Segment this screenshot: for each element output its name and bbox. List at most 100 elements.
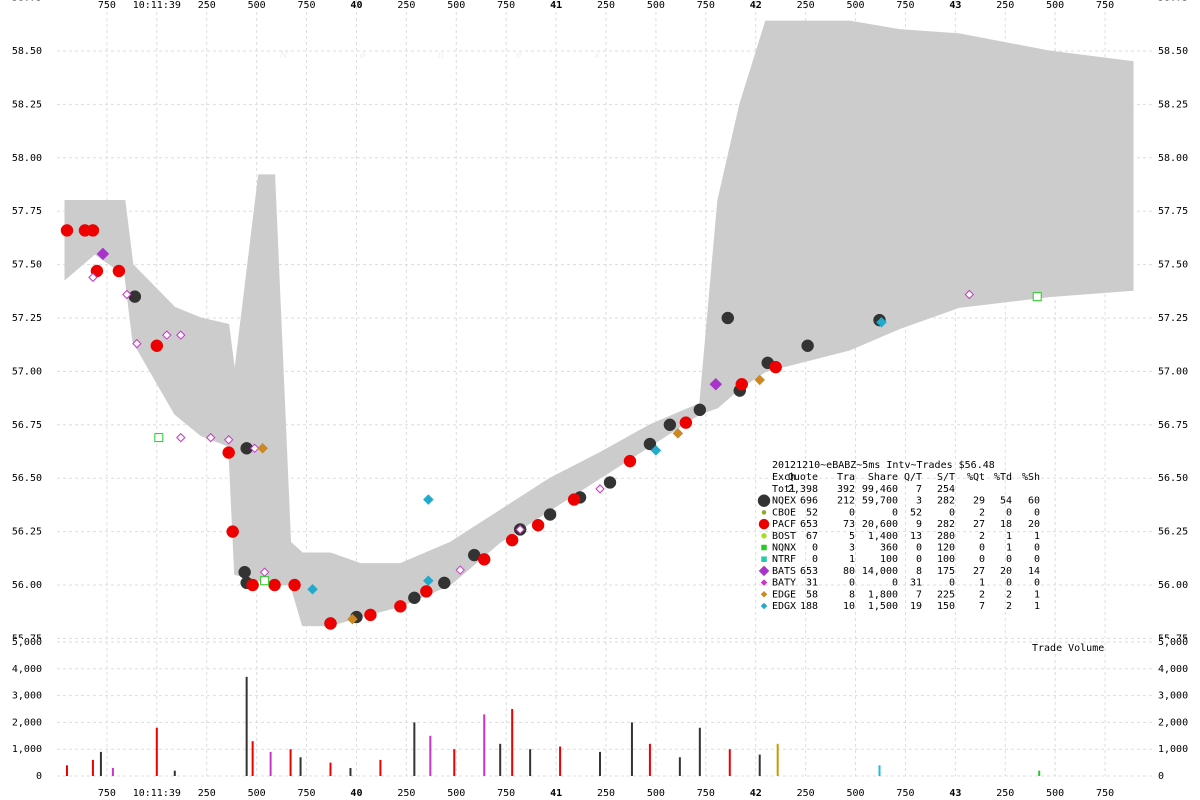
trade-marker [438, 576, 451, 590]
trade-marker [206, 432, 216, 443]
stats-cell: 653 [800, 566, 818, 577]
stats-cell: 1 [1034, 601, 1040, 612]
trade-marker [603, 476, 617, 489]
stats-cell: 3 [916, 496, 922, 507]
stats-cell: 0 [949, 507, 955, 518]
trade-marker [394, 600, 407, 613]
trade-marker [259, 567, 270, 577]
x-tick-label: 250 [597, 0, 615, 11]
trade-marker [876, 316, 887, 328]
y-tick-label: 57.50 [12, 260, 42, 271]
stats-cell: BATY [772, 578, 796, 589]
stats-cell: 100 [880, 554, 898, 565]
trade-marker [515, 524, 525, 535]
trade-marker [595, 484, 605, 494]
stats-cell: 0 [1034, 578, 1040, 589]
x-tick-label: 750 [98, 788, 116, 799]
y-tick-label-right: 56.50 [1158, 473, 1188, 484]
x-tick-label: 10:11:39 [133, 0, 181, 11]
stats-cell: NQNX [772, 543, 796, 554]
stats-cell: 2 [1006, 601, 1012, 612]
stats-cell: PACF [772, 519, 796, 530]
y-tick-label-right: 3,000 [1158, 691, 1188, 702]
volume-bar [251, 741, 254, 776]
y-tick-label-right: 56.25 [1158, 527, 1188, 538]
stats-cell: 1 [1006, 543, 1012, 554]
stats-cell: 27 [973, 519, 985, 530]
y-tick-label-right: 5,000 [1158, 637, 1188, 648]
stats-cell: 10 [843, 601, 855, 612]
trade-marker [543, 508, 557, 521]
x-tick-label: 500 [1046, 0, 1064, 11]
stats-cell: 5 [849, 531, 855, 542]
stats-cell: 13 [910, 531, 922, 542]
stats-cell: 0 [1006, 507, 1012, 518]
stats-header: S/T [937, 472, 955, 483]
volume-bar [529, 749, 532, 776]
trade-marker [420, 585, 433, 598]
stats-cell: 58 [806, 589, 818, 600]
trade-marker [176, 330, 186, 340]
trade-marker [760, 579, 768, 586]
stats-cell: 1,800 [868, 589, 898, 600]
trade-marker [760, 590, 768, 598]
trade-marker [964, 289, 975, 300]
stats-cell: 0 [916, 543, 922, 554]
stats-cell: 7 [916, 589, 922, 600]
x-tick-label: 43 [949, 788, 961, 799]
volume-bar [99, 751, 102, 776]
y-tick-label: 58.75 [12, 0, 42, 4]
stats-cell: 8 [849, 589, 855, 600]
y-tick-label-right: 56.00 [1158, 580, 1188, 591]
stats-cell: 2 [979, 589, 985, 600]
stats-cell: EDGE [772, 589, 796, 600]
stats-cell: 696 [800, 496, 818, 507]
volume-bar [728, 749, 731, 776]
stats-cell: 27 [973, 566, 985, 577]
x-tick-label: 42 [750, 788, 762, 799]
x-tick-label: 41 [550, 788, 562, 799]
stats-header: Quote [788, 472, 818, 483]
stats-cell: 120 [937, 543, 955, 554]
stats-cell: 7 [979, 601, 985, 612]
volume-bar [173, 770, 176, 776]
volume-bar [91, 759, 94, 776]
stats-cell: EDGX [772, 601, 796, 612]
trade-marker [122, 289, 132, 300]
stats-cell: 9 [916, 519, 922, 530]
trade-marker [769, 360, 782, 374]
stats-cell: 0 [979, 543, 985, 554]
trade-marker [88, 272, 98, 283]
volume-bar [698, 727, 701, 776]
stats-cell: 0 [949, 578, 955, 589]
x-tick-label: 500 [447, 0, 465, 11]
x-tick-label: 750 [1096, 788, 1114, 799]
trade-marker [758, 518, 770, 530]
trade-marker [531, 518, 545, 532]
stats-cell: 280 [937, 531, 955, 542]
stats-cell: 18 [1000, 519, 1012, 530]
volume-bar [349, 767, 352, 776]
stats-cell: 0 [1006, 554, 1012, 565]
trade-marker [422, 494, 434, 505]
trade-marker [422, 575, 434, 587]
x-tick-label: 750 [298, 0, 316, 11]
stats-cell: 20,600 [862, 519, 898, 530]
stats-cell: 1 [849, 554, 855, 565]
trade-marker [455, 565, 465, 575]
stats-cell: 254 [937, 484, 955, 495]
trade-marker [112, 264, 126, 278]
trade-marker [223, 435, 234, 445]
stats-cell: 60 [1028, 496, 1040, 507]
x-tick-label: 750 [497, 0, 515, 11]
stats-cell: 0 [1034, 543, 1040, 554]
trade-marker [761, 556, 767, 562]
stats-cell: 0 [892, 507, 898, 518]
stats-cell: 2,398 [788, 484, 818, 495]
stats-cell: 188 [800, 601, 818, 612]
y-tick-label: 2,000 [12, 717, 42, 728]
stats-cell: 100 [937, 554, 955, 565]
trade-marker [176, 432, 186, 443]
volume-bar [299, 757, 302, 776]
volume-bar [511, 709, 514, 776]
